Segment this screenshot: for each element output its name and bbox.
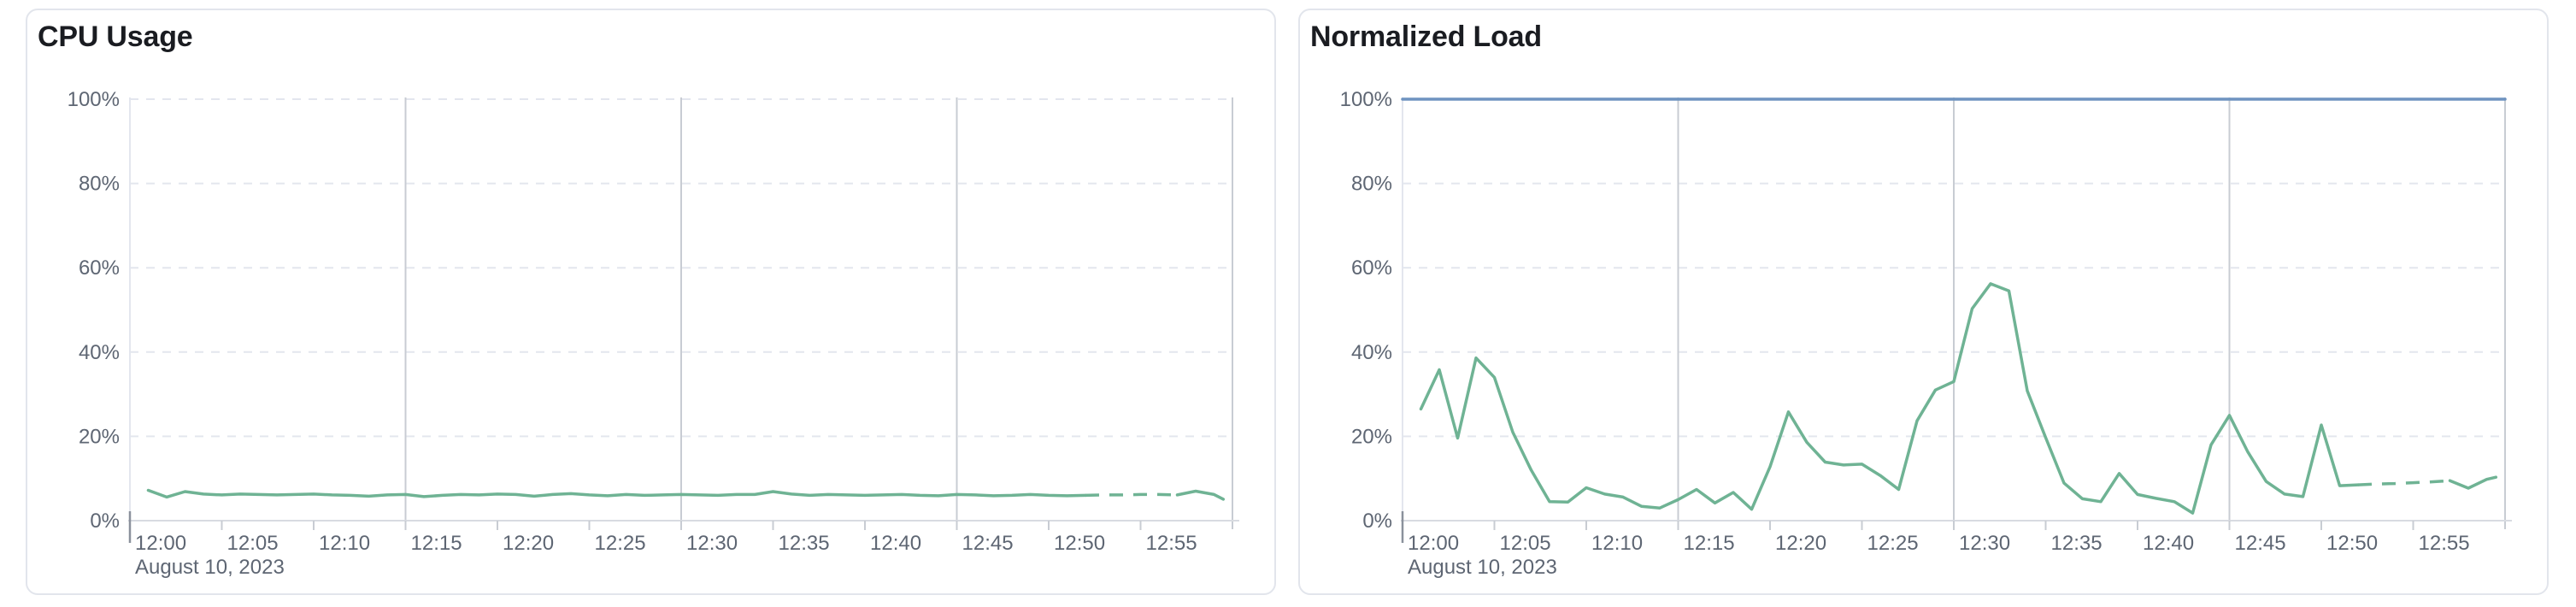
y-axis-label-60%: 60%: [79, 256, 120, 280]
normalized_load-line-solid: [1419, 282, 2360, 515]
x-axis-label-12:35: 12:35: [779, 532, 830, 555]
x-axis-date-label: August 10, 2023: [1408, 556, 1557, 579]
normalized-load-chart[interactable]: 0%20%40%60%80%100%12:00 12:05 12:10 12:15 12…: [1300, 10, 2547, 593]
x-axis-label-12:55: 12:55: [2419, 532, 2470, 555]
x-axis-label-12:45: 12:45: [2235, 532, 2286, 555]
x-axis-label-12:20: 12:20: [503, 532, 554, 555]
series-lines: [1401, 97, 2507, 515]
x-axis-date-label: August 10, 2023: [135, 556, 285, 579]
cpu_usage-line-dashed: [1085, 492, 1178, 498]
x-axis-label-12:15: 12:15: [411, 532, 462, 555]
x-axis-label-12:10: 12:10: [1591, 532, 1643, 555]
y-axis-label-0%: 0%: [90, 510, 120, 533]
series-lines: [146, 488, 1226, 501]
x-axis-label-12:30: 12:30: [1959, 532, 2010, 555]
x-axis-label-12:25: 12:25: [1867, 532, 1919, 555]
x-axis-label-12:15: 12:15: [1684, 532, 1735, 555]
x-axis-label-12:50: 12:50: [1054, 532, 1105, 555]
gridlines: [1401, 97, 2512, 543]
x-axis-label-12:00: 12:00: [1408, 532, 1459, 555]
panel-title-cpu-usage: CPU Usage: [38, 21, 193, 53]
cpu_usage-line-solid: [146, 488, 1087, 499]
y-axis-label-0%: 0%: [1362, 510, 1392, 533]
x-axis-labels: 12:00 12:05 12:10 12:15 12:20 12:25 12:30 12:35…: [1408, 532, 2470, 579]
y-axis-labels: 0% 20% 40% 60% 80% 100%: [68, 88, 120, 533]
x-axis-label-12:50: 12:50: [2326, 532, 2378, 555]
x-axis-label-12:40: 12:40: [870, 532, 921, 555]
x-axis-label-12:05: 12:05: [1500, 532, 1551, 555]
x-axis-label-12:00: 12:00: [135, 532, 186, 555]
x-axis-label-12:20: 12:20: [1775, 532, 1826, 555]
gridlines: [128, 97, 1239, 543]
y-axis-label-100%: 100%: [68, 88, 120, 111]
x-axis-label-12:05: 12:05: [227, 532, 279, 555]
y-axis-label-60%: 60%: [1351, 256, 1392, 280]
y-axis-label-20%: 20%: [1351, 425, 1392, 448]
normalized_load-line-dashed: [2357, 479, 2450, 486]
y-axis-label-80%: 80%: [79, 173, 120, 196]
x-axis-label-12:55: 12:55: [1146, 532, 1197, 555]
normalized-load-panel: Normalized Load 0% 20% 40% 60% 80% 100% 12:00 1…: [1298, 9, 2549, 595]
x-axis-label-12:35: 12:35: [2051, 532, 2103, 555]
cpu-usage-chart[interactable]: 0%20%40%60%80%100%12:00 12:05 12:10 12:15 12…: [27, 10, 1274, 593]
x-axis-labels: 12:00 12:05 12:10 12:15 12:20 12:25 12:30 12:35…: [135, 532, 1197, 579]
y-axis-label-100%: 100%: [1340, 88, 1392, 111]
panel-title-normalized-load: Normalized Load: [1310, 21, 1542, 53]
y-axis-label-20%: 20%: [79, 425, 120, 448]
normalized_load-line-solid-end: [2448, 475, 2498, 490]
x-axis-label-12:25: 12:25: [595, 532, 646, 555]
x-axis-label-12:30: 12:30: [686, 532, 738, 555]
y-axis-label-40%: 40%: [1351, 341, 1392, 364]
x-axis-label-12:40: 12:40: [2143, 532, 2194, 555]
x-axis-label-12:45: 12:45: [962, 532, 1014, 555]
y-axis-labels: 0% 20% 40% 60% 80% 100%: [1340, 88, 1392, 533]
y-axis-label-40%: 40%: [79, 341, 120, 364]
y-axis-label-80%: 80%: [1351, 173, 1392, 196]
cpu-usage-panel: CPU Usage 0% 20% 40% 60% 80% 100% 12:00 12:05 12…: [26, 9, 1276, 595]
cpu_usage-line-solid-end: [1175, 489, 1226, 501]
x-axis-label-12:10: 12:10: [319, 532, 370, 555]
